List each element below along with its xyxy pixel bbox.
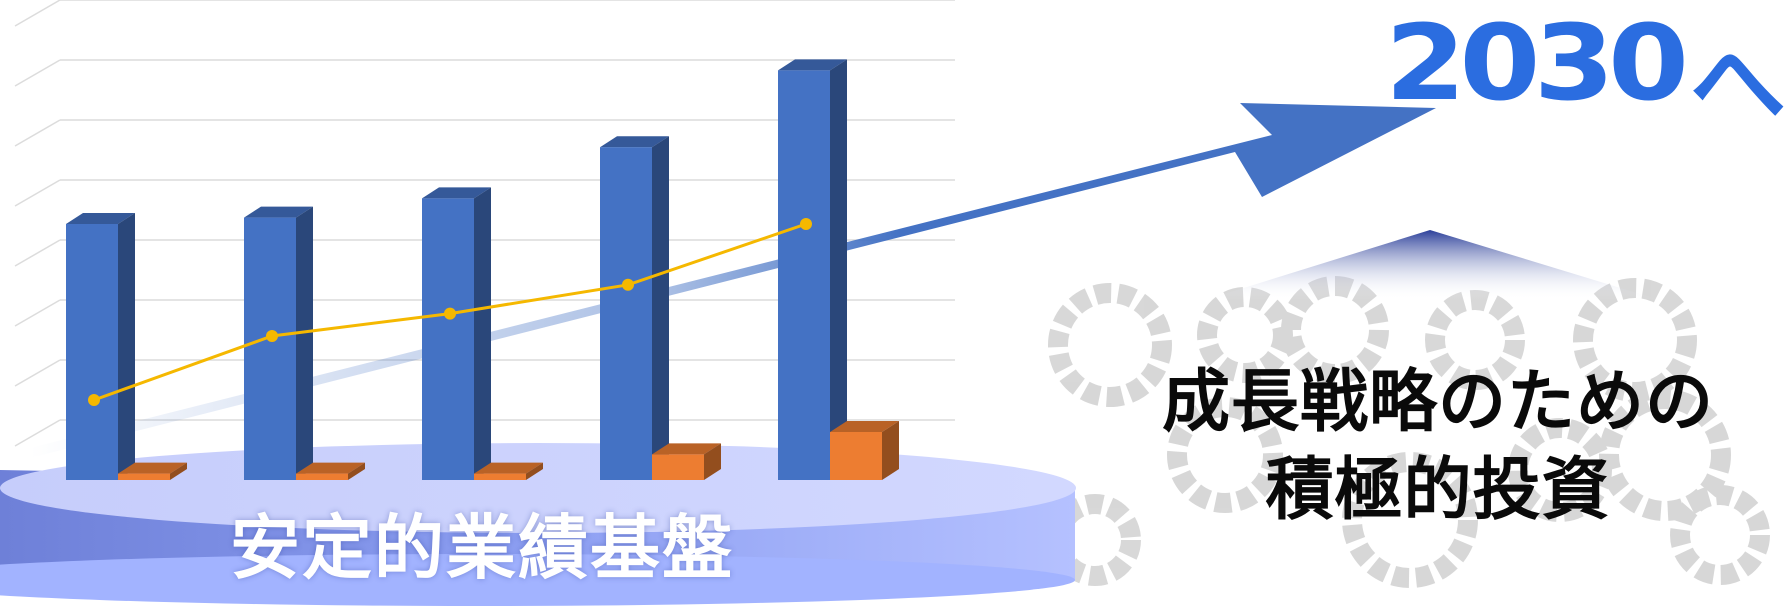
bar-orange-5-side xyxy=(882,421,899,480)
gridline-depth xyxy=(14,299,61,327)
gridline-depth xyxy=(14,239,61,267)
gridline-depth xyxy=(14,419,61,447)
bar-orange-2-top xyxy=(296,462,365,474)
target-year: 2030 xyxy=(1385,2,1689,124)
bar-series xyxy=(66,59,899,481)
base-label: 安定的業績基盤 xyxy=(230,507,734,589)
bar-orange-1-side xyxy=(170,462,187,480)
investment-heading-line2: 積極的投資 xyxy=(1265,451,1611,530)
trend-point-5 xyxy=(800,218,812,230)
gridline-depth xyxy=(14,179,61,207)
base-platform xyxy=(0,443,1076,606)
gears-icon xyxy=(1048,276,1770,588)
gridline-depth xyxy=(14,119,61,147)
gridline-depth xyxy=(14,0,61,27)
trend-point-1 xyxy=(88,394,100,406)
investment-heading-line1: 成長戦略のための xyxy=(1161,363,1714,442)
bar-orange-2 xyxy=(296,473,348,480)
growth-arrow xyxy=(30,103,1436,458)
bar-blue-3 xyxy=(422,198,474,480)
bar-blue-3-top xyxy=(422,187,491,199)
bar-orange-5-top xyxy=(830,421,899,432)
target-suffix: へ xyxy=(1690,28,1786,140)
bar-blue-2-side xyxy=(296,206,313,480)
bar-blue-2-top xyxy=(244,206,313,218)
bar-blue-1-side xyxy=(118,213,135,480)
bar-orange-5 xyxy=(830,432,882,480)
bar-blue-5-side xyxy=(830,59,847,481)
bar-orange-3-top xyxy=(474,462,543,474)
trend-point-4 xyxy=(622,278,634,291)
bar-orange-4 xyxy=(652,454,704,480)
bar-blue-5 xyxy=(778,70,830,481)
bar-orange-2-side xyxy=(348,462,365,480)
bar-blue-3-side xyxy=(474,187,491,480)
bar-orange-3 xyxy=(474,473,526,480)
growth-triangle xyxy=(1205,230,1660,300)
bar-blue-4 xyxy=(600,147,652,480)
bar-blue-4-side xyxy=(652,136,669,480)
bar-orange-1-top xyxy=(118,462,187,474)
bar-orange-3-side xyxy=(526,462,543,480)
gridline-depth xyxy=(14,359,61,387)
bar-blue-4-top xyxy=(600,136,669,148)
gridline-depth xyxy=(14,59,61,87)
bar-blue-1-top xyxy=(66,213,135,224)
trend-point-3 xyxy=(444,307,456,320)
bar-orange-1 xyxy=(118,473,170,480)
bar-blue-2 xyxy=(244,217,296,480)
bar-orange-4-side xyxy=(704,443,721,480)
bar-blue-1 xyxy=(66,224,118,480)
bar-orange-4-top xyxy=(652,443,721,455)
line-series xyxy=(88,218,812,406)
trend-point-2 xyxy=(266,330,278,342)
bar-blue-5-top xyxy=(778,59,847,71)
